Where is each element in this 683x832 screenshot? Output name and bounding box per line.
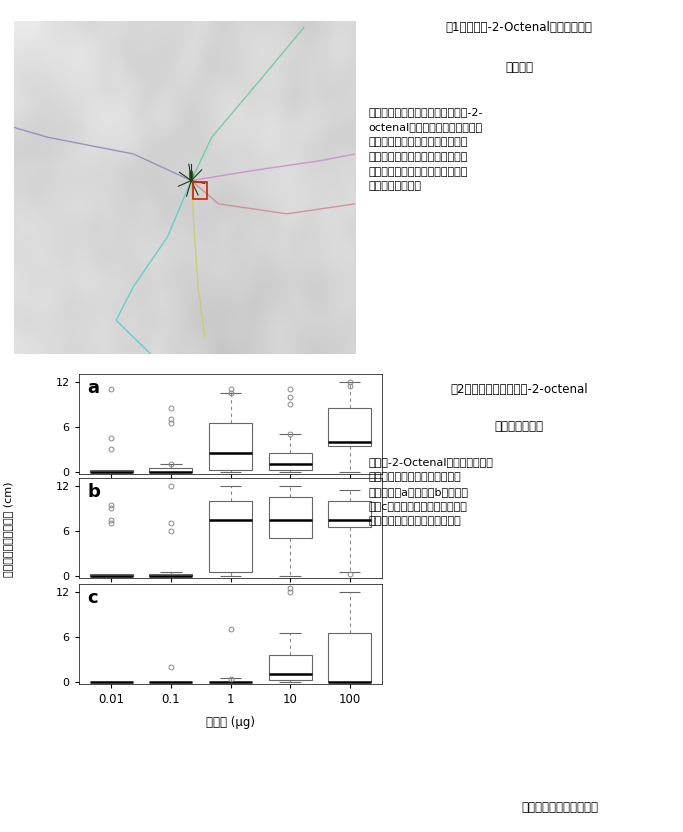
Bar (268, 656, 311, 680)
Bar (268, 453, 311, 470)
Bar (209, 501, 252, 572)
Text: 図2　逃避行動の（Ｅ）-2-octenal: 図2 逃避行動の（Ｅ）-2-octenal (450, 383, 588, 396)
Text: b: b (87, 483, 100, 502)
Bar (329, 409, 371, 446)
Bar (193, 182, 207, 199)
Bar (90, 574, 133, 576)
Text: 図1　（Ｅ）-2-Octenalによる逃避行: 図1 （Ｅ）-2-Octenalによる逃避行 (445, 21, 593, 34)
Text: 植物体からの逃避距離 (cm): 植物体からの逃避距離 (cm) (3, 482, 13, 577)
Text: 成分量 (μg): 成分量 (μg) (206, 716, 255, 729)
Bar (329, 633, 371, 681)
Text: 植物体直下（図の中心）に（Ｅ）-2-
octenalを滴下すると、植物体に
定着していたナミヒメハナカメム
シが離脱する。移動経路は放射状
であり（図内実線）、: 植物体直下（図の中心）に（Ｅ）-2- octenalを滴下すると、植物体に 定着… (369, 107, 484, 191)
Text: c: c (87, 589, 98, 607)
Polygon shape (190, 171, 193, 181)
Bar (268, 498, 311, 538)
Bar (209, 423, 252, 470)
Text: 動の軌跡: 動の軌跡 (505, 61, 533, 74)
Text: a: a (87, 379, 100, 398)
Bar (329, 501, 371, 527)
Bar (150, 468, 193, 472)
Text: （Ｅ）-2-Octenal処理量とナミヒ
メハナカメムシの植物体からの
逃避距離（a：幼舱、b：オス成
虫、c：メス成虫）。小円は各個
体の植物体からの距離を示: （Ｅ）-2-Octenal処理量とナミヒ メハナカメムシの植物体からの 逃避距離… (369, 458, 494, 527)
Text: （上原拓也、霜田政美）: （上原拓也、霜田政美） (522, 800, 598, 814)
Bar (150, 574, 193, 576)
Text: 用量依存的増加: 用量依存的増加 (494, 420, 544, 433)
Bar (90, 470, 133, 472)
